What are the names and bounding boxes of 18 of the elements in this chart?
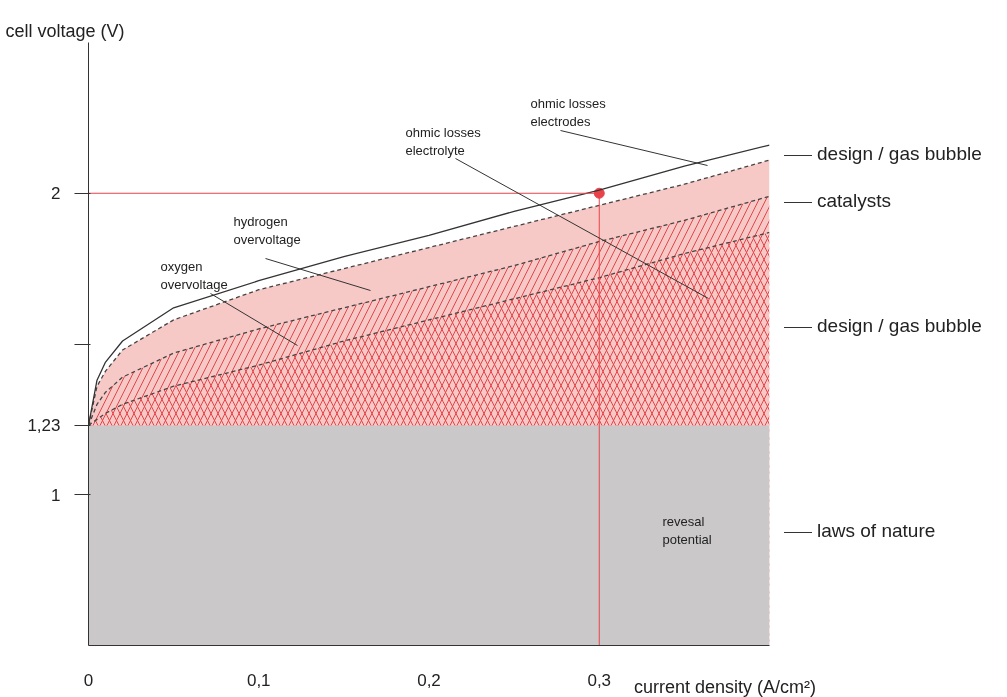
text: laws of nature [817,520,936,542]
y-tick-label: 2 [51,184,61,204]
text: design / gas bubble [817,143,982,165]
x-tick-label: 0,1 [246,670,271,690]
x-tick-label: 0,2 [417,670,441,690]
annotation: ohmic losses electrodes [530,95,607,129]
y-tick-label: 1 [51,485,61,505]
annotation: revesal potential [662,513,712,547]
text: design / gas bubble [817,315,982,337]
annotation: oxygen overvoltage [160,258,228,292]
annotation: hydrogen overvoltage [233,213,301,247]
x-tick-label: 0 [83,670,94,690]
annotation: ohmic losses electrolyte [405,124,482,158]
y-tick-label: 1,23 [27,416,61,436]
text: catalysts [817,190,891,212]
y-axis-title: cell voltage (V) [5,20,125,41]
x-tick-label: 0,3 [587,670,612,690]
x-axis-title: current density (A/cm²) [634,677,817,697]
